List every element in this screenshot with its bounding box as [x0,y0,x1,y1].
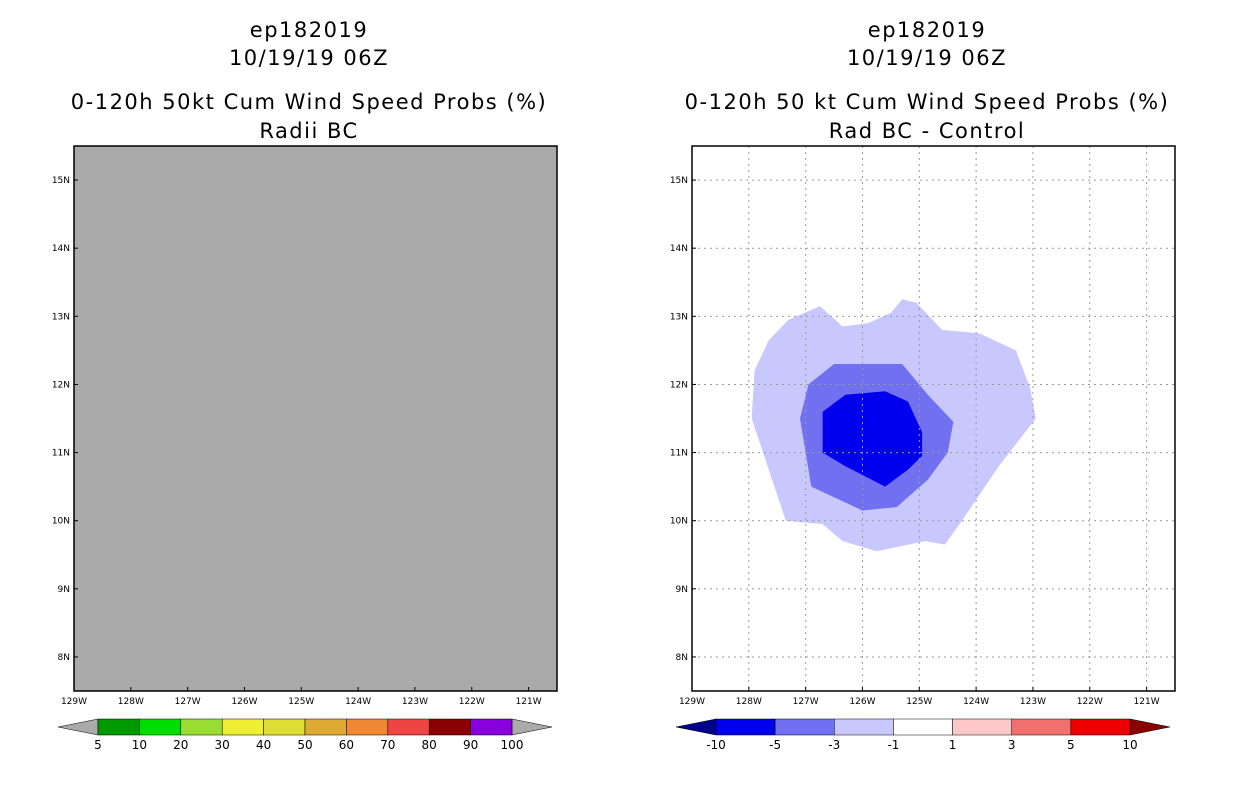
left-chart-title-line1: ep182019 [249,18,369,42]
right-chart-title-line2: 10/19/19 06Z [846,46,1008,70]
right-chart-plot: 129W 128W 127W 126W 125W 124W 123W 122W 121W 8N 9N… [670,145,1176,752]
left-chart-title-line4: Radii BC [259,119,359,143]
left-colorbar-label-3: 30 [215,738,230,752]
left-colorbar-label-6: 60 [339,738,354,752]
left-y-tick-label-4: 12N [52,380,70,390]
right-y-tick-label-0: 8N [676,653,688,663]
left-y-tick-label-5: 13N [52,312,70,322]
left-colorbar-swatch-9 [470,718,513,736]
right-x-tick-label-3: 126W [849,697,875,707]
right-colorbar-label-3: -1 [887,738,899,752]
left-colorbar-label-10: 100 [501,738,524,752]
left-x-tick-label-8: 121W [516,697,542,707]
left-x-tick-label-6: 123W [402,697,428,707]
left-chart-plot: 129W 128W 127W 126W 125W 124W 123W 122W 121W 8N 9N… [52,145,558,752]
left-colorbar-label-0: 5 [94,738,102,752]
left-colorbar-label-9: 90 [463,738,478,752]
right-colorbar-swatch-4 [952,718,1012,736]
right-colorbar-swatch-6 [1070,718,1131,736]
left-plot-area [74,146,557,691]
right-chart-panel: ep182019 10/19/19 06Z 0-120h 50 kt Cum W… [618,0,1236,800]
right-y-tick-label-6: 14N [670,244,688,254]
left-x-tick-label-2: 127W [175,697,201,707]
left-colorbar-swatch-3 [221,718,264,736]
left-y-tick-label-2: 10N [52,517,70,527]
left-colorbar-swatch-4 [263,718,306,736]
right-colorbar-swatch-1 [774,718,835,736]
left-x-tick-label-0: 129W [61,697,87,707]
left-plot-frame [73,145,558,692]
right-x-tick-label-8: 121W [1134,697,1160,707]
right-y-tick-label-7: 15N [670,176,688,186]
right-x-tick-label-2: 127W [793,697,819,707]
right-colorbar-label-4: 1 [949,738,957,752]
right-plot-frame [691,145,1176,692]
right-x-tick-label-6: 123W [1020,697,1046,707]
left-colorbar-swatch-1 [139,718,182,736]
left-colorbar-swatch-8 [428,718,471,736]
left-chart-panel: ep182019 10/19/19 06Z 0-120h 50kt Cum Wi… [52,18,558,752]
right-colorbar-label-0: -10 [706,738,726,752]
left-y-tick-label-3: 11N [52,449,70,459]
right-y-tick-label-2: 10N [670,517,688,527]
left-colorbar-swatch-6 [346,718,389,736]
left-colorbar-over-arrow [511,718,553,736]
right-chart-title-line3: 0-120h 50 kt Cum Wind Speed Probs (%) [684,90,1170,114]
left-colorbar-label-4: 40 [256,738,271,752]
right-y-tick-label-5: 13N [670,312,688,322]
left-x-tick-label-1: 128W [118,697,144,707]
left-colorbar-label-8: 80 [422,738,437,752]
right-x-tick-label-5: 124W [963,697,989,707]
right-x-tick-label-4: 125W [906,697,932,707]
left-colorbar-under-arrow [57,718,99,736]
right-x-tick-label-7: 122W [1077,697,1103,707]
right-colorbar-label-5: 3 [1008,738,1016,752]
right-chart-title-line1: ep182019 [867,18,987,42]
right-contour-2 [822,391,923,487]
left-y-tick-label-7: 15N [52,176,70,186]
left-y-tick-label-6: 14N [52,244,70,254]
right-colorbar-swatch-5 [1011,718,1072,736]
right-colorbar-label-7: 10 [1122,738,1137,752]
left-colorbar-swatch-5 [304,718,347,736]
right-colorbar-swatch-0 [715,718,776,736]
right-y-tick-label-3: 11N [670,449,688,459]
left-y-tick-label-0: 8N [58,653,70,663]
left-colorbar-label-5: 50 [297,738,312,752]
left-colorbar-label-1: 10 [132,738,147,752]
right-y-tick-label-4: 12N [670,380,688,390]
left-x-tick-label-7: 122W [459,697,485,707]
right-x-tick-label-1: 128W [736,697,762,707]
right-colorbar-swatch-3 [893,718,953,736]
right-chart-title-line4: Rad BC - Control [828,119,1026,143]
left-colorbar-label-7: 70 [380,738,395,752]
right-colorbar-label-2: -3 [828,738,840,752]
left-colorbar-swatch-0 [97,718,140,736]
left-x-tick-label-4: 125W [288,697,314,707]
left-colorbar-label-2: 20 [173,738,188,752]
right-y-tick-label-1: 9N [676,585,688,595]
left-x-tick-label-5: 124W [345,697,371,707]
left-y-tick-label-1: 9N [58,585,70,595]
right-colorbar-swatch-2 [834,718,894,736]
left-colorbar-swatch-7 [387,718,430,736]
right-x-tick-label-0: 129W [679,697,705,707]
right-colorbar-over-arrow [1129,718,1171,736]
left-x-tick-label-3: 126W [231,697,257,707]
right-colorbar-label-6: 5 [1067,738,1075,752]
left-chart-title-line3: 0-120h 50kt Cum Wind Speed Probs (%) [70,90,548,114]
right-colorbar-label-1: -5 [769,738,781,752]
right-colorbar-under-arrow [675,718,717,736]
left-colorbar-swatch-2 [180,718,223,736]
left-chart-title-line2: 10/19/19 06Z [228,46,390,70]
